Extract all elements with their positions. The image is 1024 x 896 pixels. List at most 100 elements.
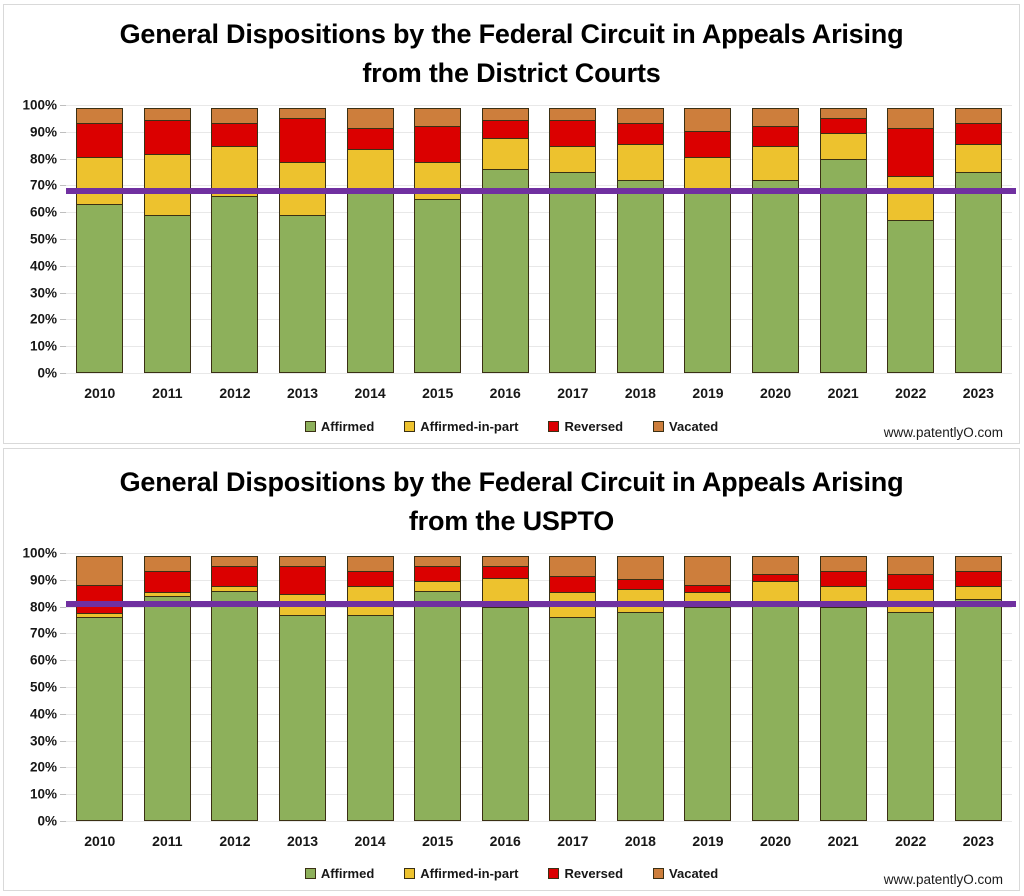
segment-affirmed-in-part-2010 [76, 156, 124, 206]
bar-slot-2022 [877, 105, 945, 373]
watermark: www.patentlyO.com [883, 872, 1003, 887]
bar-slot-2020 [742, 105, 810, 373]
segment-vacated-2019 [684, 556, 732, 586]
y-axis-label: 50% [29, 679, 57, 695]
legend-item-reversed: Reversed [548, 866, 623, 881]
y-axis-tick [60, 319, 66, 321]
gridline [66, 158, 1012, 160]
segment-affirmed-in-part-2018 [616, 143, 664, 182]
segment-affirmed-2011 [143, 214, 191, 373]
segment-reversed-2016 [481, 565, 529, 580]
x-axis-label-2023: 2023 [962, 385, 994, 401]
y-axis-tick [60, 265, 66, 267]
x-axis-label-2012: 2012 [219, 833, 251, 849]
y-axis-label: 20% [29, 311, 57, 327]
segment-vacated-2023 [954, 556, 1002, 573]
legend-item-vacated: Vacated [653, 866, 718, 881]
bar-slot-2014 [336, 553, 404, 821]
plot-area: 0% 10% 20% 30% 40% 50% 60% 70% 80% 90% 100% [22, 546, 1016, 829]
segment-reversed-2023 [954, 123, 1002, 145]
x-axis-label-2018: 2018 [624, 833, 656, 849]
x-axis-labels: 2010 2011 2012 2013 2014 2015 2016 2017 2018 2019… [66, 833, 1012, 849]
segment-reversed-2016 [481, 120, 529, 140]
watermark: www.patentlyO.com [883, 425, 1003, 440]
chart-title-line2: from the District Courts [362, 58, 661, 89]
bar-2014 [346, 105, 394, 373]
gridline [66, 185, 1012, 187]
segment-vacated-2014 [346, 556, 394, 573]
y-axis-label: 70% [29, 177, 57, 193]
y-axis-tick [60, 131, 66, 133]
segment-vacated-2020 [752, 108, 800, 127]
chart-title: General Dispositions by the Federal Circ… [4, 15, 1019, 93]
segment-affirmed-2017 [549, 172, 597, 373]
x-axis-label-2019: 2019 [692, 385, 724, 401]
average-reference-line [66, 600, 1016, 607]
legend-label-vacated: Vacated [669, 419, 719, 434]
y-axis-label: 40% [29, 706, 57, 722]
x-axis-label-2017: 2017 [557, 833, 589, 849]
gridline [66, 794, 1012, 796]
bar-slot-2017 [539, 105, 607, 373]
x-axis-label-2016: 2016 [489, 385, 521, 401]
y-axis-label: 30% [29, 285, 57, 301]
x-axis-labels: 2010 2011 2012 2013 2014 2015 2016 2017 2018 2019… [66, 385, 1012, 401]
segment-affirmed-in-part-2020 [752, 580, 800, 605]
gridline [66, 265, 1012, 267]
bar-2023 [954, 553, 1002, 821]
gridline [66, 212, 1012, 214]
chart-title-line1: General Dispositions by the Federal Circ… [119, 19, 904, 49]
bar-2022 [887, 553, 935, 821]
bar-2017 [549, 105, 597, 373]
segment-reversed-2013 [279, 117, 327, 164]
bar-slot-2013 [269, 105, 337, 373]
segment-affirmed-2023 [954, 598, 1002, 821]
x-axis-label-2021: 2021 [827, 833, 859, 849]
bar-2011 [143, 105, 191, 373]
segment-affirmed-2022 [887, 611, 935, 821]
segment-reversed-2012 [211, 123, 259, 148]
segment-affirmed-2010 [76, 204, 124, 373]
legend-label-affirmed: Affirmed [320, 419, 375, 434]
y-axis-tick [60, 821, 66, 822]
gridline [66, 579, 1012, 581]
gridline [66, 131, 1012, 133]
segment-vacated-2021 [819, 556, 867, 573]
bar-slot-2010 [66, 553, 134, 821]
y-axis-label: 100% [22, 545, 57, 561]
segment-affirmed-in-part-2015 [414, 162, 462, 200]
segment-vacated-2019 [684, 108, 732, 133]
segment-vacated-2022 [887, 108, 935, 130]
gridline [66, 740, 1012, 742]
gridline [66, 319, 1012, 321]
segment-vacated-2011 [143, 556, 191, 573]
bar-2013 [279, 105, 327, 373]
x-axis-label-2016: 2016 [489, 833, 521, 849]
y-axis-label: 10% [29, 338, 57, 354]
segment-affirmed-in-part-2020 [752, 146, 800, 182]
legend-label-affirmed-in-part: Affirmed-in-part [420, 419, 519, 434]
y-axis-label: 80% [29, 599, 57, 615]
segment-reversed-2021 [819, 117, 867, 134]
segment-affirmed-2015 [414, 198, 462, 373]
segment-vacated-2011 [143, 108, 191, 122]
y-axis-label: 90% [29, 124, 57, 140]
segment-affirmed-in-part-2011 [143, 154, 191, 216]
segment-reversed-2017 [549, 120, 597, 148]
segment-affirmed-in-part-2023 [954, 143, 1002, 173]
x-axis-label-2020: 2020 [759, 833, 792, 849]
bars-container [66, 553, 1012, 821]
segment-affirmed-2011 [143, 595, 191, 821]
legend-label-vacated: Vacated [669, 866, 719, 881]
segment-reversed-2011 [143, 571, 191, 593]
bar-slot-2011 [134, 105, 202, 373]
segment-reversed-2022 [887, 573, 935, 590]
y-axis-label: 70% [29, 625, 57, 641]
y-axis-label: 0% [37, 813, 57, 829]
segment-affirmed-2018 [616, 611, 664, 821]
segment-vacated-2010 [76, 556, 124, 586]
legend-item-reversed: Reversed [548, 419, 623, 434]
segment-reversed-2021 [819, 571, 867, 588]
gridline [66, 373, 1012, 374]
bar-slot-2023 [945, 105, 1013, 373]
